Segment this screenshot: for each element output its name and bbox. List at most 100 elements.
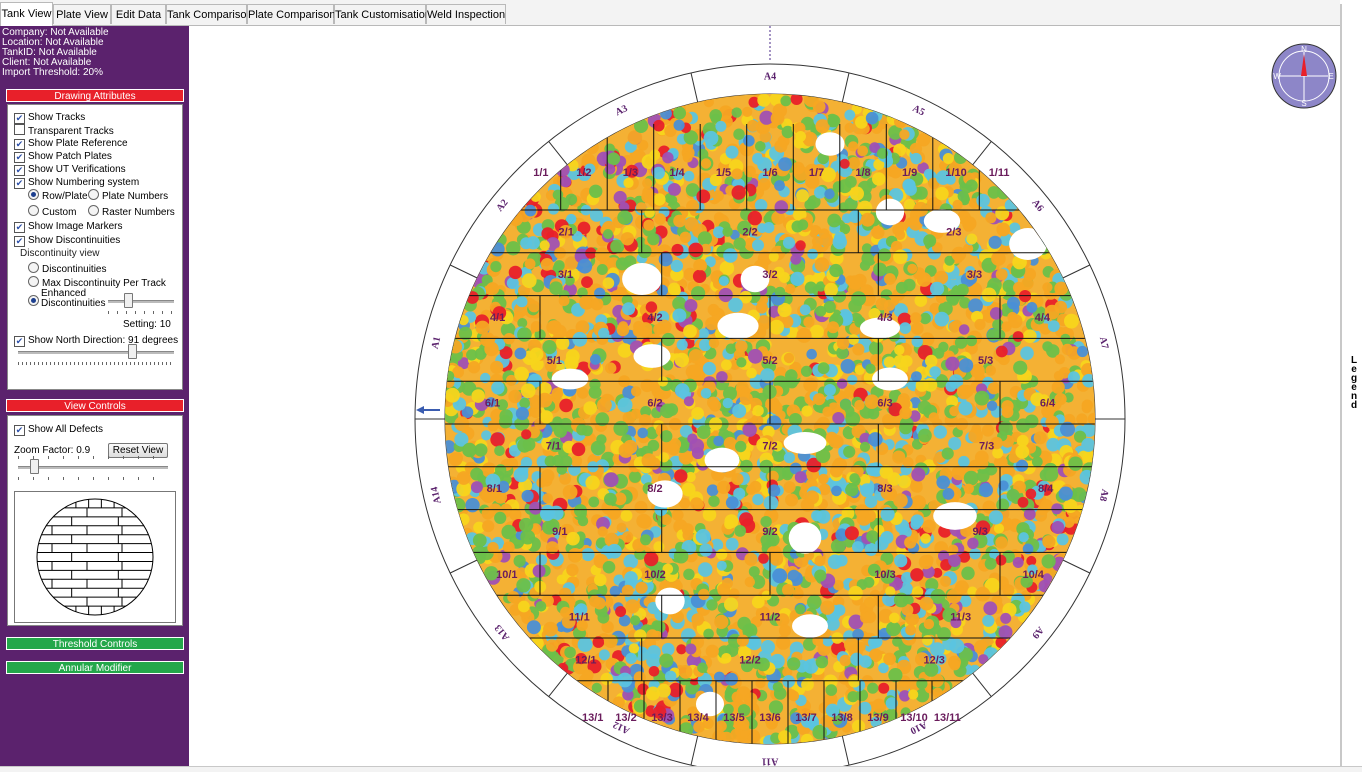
annular-label: A3 xyxy=(614,103,630,118)
discontinuities-option[interactable]: Discontinuities xyxy=(28,262,106,275)
radio-selected-icon[interactable] xyxy=(28,189,39,200)
plate-label: 3/1 xyxy=(558,269,573,281)
custom-option[interactable]: Custom xyxy=(28,205,76,218)
show-discontinuities-label: Show Discontinuities xyxy=(28,235,121,246)
zoom-slider-thumb[interactable] xyxy=(30,459,39,474)
tab-plate-view[interactable]: Plate View xyxy=(53,4,111,24)
discontinuities-label: Discontinuities xyxy=(42,264,107,275)
plate-label: 10/4 xyxy=(1022,569,1044,581)
setting-slider-track[interactable] xyxy=(108,300,174,303)
setting-slider-ticks xyxy=(108,311,174,314)
compass-w: W xyxy=(1273,72,1281,81)
tab-plate-comparison[interactable]: Plate Comparison xyxy=(247,4,335,24)
plate-label: 6/1 xyxy=(485,398,500,410)
show-discontinuities-option[interactable]: ✔ Show Discontinuities xyxy=(14,234,120,247)
tank-info: Company: Not Available Location: Not Ava… xyxy=(2,28,109,78)
checkbox-checked-icon[interactable]: ✔ xyxy=(14,113,25,124)
checkbox-checked-icon[interactable]: ✔ xyxy=(14,152,25,163)
north-slider-thumb[interactable] xyxy=(128,344,137,359)
show-patch-plates-label: Show Patch Plates xyxy=(28,151,112,162)
plate-label: 11/2 xyxy=(760,612,781,624)
plate-label: 1/6 xyxy=(762,167,777,179)
plate-label: 1/7 xyxy=(809,167,824,179)
plate-label: 8/3 xyxy=(877,483,892,495)
plate-label: 2/1 xyxy=(559,226,574,238)
tab-weld-inspection[interactable]: Weld Inspection xyxy=(426,4,506,24)
checkbox-empty-icon[interactable] xyxy=(14,124,25,135)
show-plate-reference-option[interactable]: ✔ Show Plate Reference xyxy=(14,137,128,150)
plate-label: 5/3 xyxy=(978,355,993,367)
tab-tank-customisation[interactable]: Tank Customisation xyxy=(334,4,431,24)
tab-edit-data[interactable]: Edit Data xyxy=(111,4,166,24)
checkbox-checked-icon[interactable]: ✔ xyxy=(14,165,25,176)
radio-empty-icon[interactable] xyxy=(28,262,39,273)
show-all-defects-option[interactable]: ✔ Show All Defects xyxy=(14,423,103,436)
plate-label: 8/4 xyxy=(1038,483,1054,495)
tab-tank-comparison[interactable]: Tank Comparison xyxy=(166,4,253,24)
plate-label: 4/2 xyxy=(647,312,662,324)
transparent-tracks-option[interactable]: Transparent Tracks xyxy=(14,124,114,137)
show-image-markers-option[interactable]: ✔ Show Image Markers xyxy=(14,220,122,233)
checkbox-checked-icon[interactable]: ✔ xyxy=(14,139,25,150)
checkbox-checked-icon[interactable]: ✔ xyxy=(14,336,25,347)
plate-label: 10/1 xyxy=(496,569,517,581)
radio-empty-icon[interactable] xyxy=(28,205,39,216)
view-controls-header[interactable]: View Controls xyxy=(6,399,184,412)
show-all-defects-label: Show All Defects xyxy=(28,424,104,435)
plate-label: 9/2 xyxy=(762,526,777,538)
radio-empty-icon[interactable] xyxy=(88,205,99,216)
show-numbering-option[interactable]: ✔ Show Numbering system xyxy=(14,176,139,189)
north-slider-track[interactable] xyxy=(18,351,174,354)
plate-numbers-option[interactable]: Plate Numbers xyxy=(88,189,168,202)
enhanced-label-line2: Discontinuities xyxy=(41,298,106,309)
annular-label: A5 xyxy=(911,103,927,118)
minimap[interactable] xyxy=(14,491,176,623)
enhanced-label-line1: Enhanced xyxy=(41,288,87,299)
plate-label: 11/3 xyxy=(950,612,971,624)
tank-canvas[interactable]: A4 A5 A6 A7 A8 A9 A10 A11 A12 A13 A14 A1 A2 A3 1/1 1/2… xyxy=(190,26,1340,772)
drawing-attributes-panel: ✔ Show Tracks Transparent Tracks ✔ Show Pl… xyxy=(7,104,183,390)
zoom-slider-track[interactable] xyxy=(18,466,168,469)
minimap-tank-icon xyxy=(36,498,154,616)
plate-label: 10/2 xyxy=(644,569,665,581)
max-disc-option[interactable]: Max Discontinuity Per Track xyxy=(28,276,166,289)
plate-label: 7/1 xyxy=(546,440,561,452)
discontinuity-view-label: Discontinuity view xyxy=(20,248,100,259)
drawing-attributes-header[interactable]: Drawing Attributes xyxy=(6,89,184,102)
checkbox-checked-icon[interactable]: ✔ xyxy=(14,425,25,436)
legend-panel[interactable] xyxy=(1340,4,1362,766)
enhanced-option[interactable] xyxy=(28,295,42,308)
plate-label: 1/2 xyxy=(576,167,591,179)
show-north-option[interactable]: ✔ Show North Direction: 91 degrees xyxy=(14,334,178,347)
checkbox-checked-icon[interactable]: ✔ xyxy=(14,236,25,247)
zoom-slider-ticks-bottom xyxy=(18,477,168,480)
radio-empty-icon[interactable] xyxy=(88,189,99,200)
radio-empty-icon[interactable] xyxy=(28,276,39,287)
tab-bar: Tank View Plate View Edit Data Tank Comp… xyxy=(0,0,1340,26)
setting-slider-thumb[interactable] xyxy=(124,293,133,308)
view-controls-panel: ✔ Show All Defects Zoom Factor: 0.9 Reset… xyxy=(7,415,183,626)
show-tracks-option[interactable]: ✔ Show Tracks xyxy=(14,111,85,124)
plate-label: 11/1 xyxy=(569,612,590,624)
plate-label: 7/2 xyxy=(762,440,777,452)
show-patch-plates-option[interactable]: ✔ Show Patch Plates xyxy=(14,150,112,163)
plate-label: 13/4 xyxy=(687,712,709,724)
radio-selected-icon[interactable] xyxy=(28,295,39,306)
checkbox-checked-icon[interactable]: ✔ xyxy=(14,222,25,233)
client-text: Client: Not Available xyxy=(2,57,92,68)
transparent-tracks-label: Transparent Tracks xyxy=(28,126,114,137)
show-ut-option[interactable]: ✔ Show UT Verifications xyxy=(14,163,126,176)
tab-tank-view[interactable]: Tank View xyxy=(0,2,53,26)
row-plate-option[interactable]: Row/Plate xyxy=(28,189,88,202)
compass-s: S xyxy=(1301,99,1306,108)
status-bar xyxy=(0,766,1362,772)
plate-label: 1/3 xyxy=(623,167,638,179)
annular-modifier-header[interactable]: Annular Modifier xyxy=(6,661,184,674)
plate-label: 3/3 xyxy=(967,269,982,281)
plate-label: 13/1 xyxy=(582,712,603,724)
threshold-controls-header[interactable]: Threshold Controls xyxy=(6,637,184,650)
raster-numbers-option[interactable]: Raster Numbers xyxy=(88,205,175,218)
checkbox-checked-icon[interactable]: ✔ xyxy=(14,178,25,189)
